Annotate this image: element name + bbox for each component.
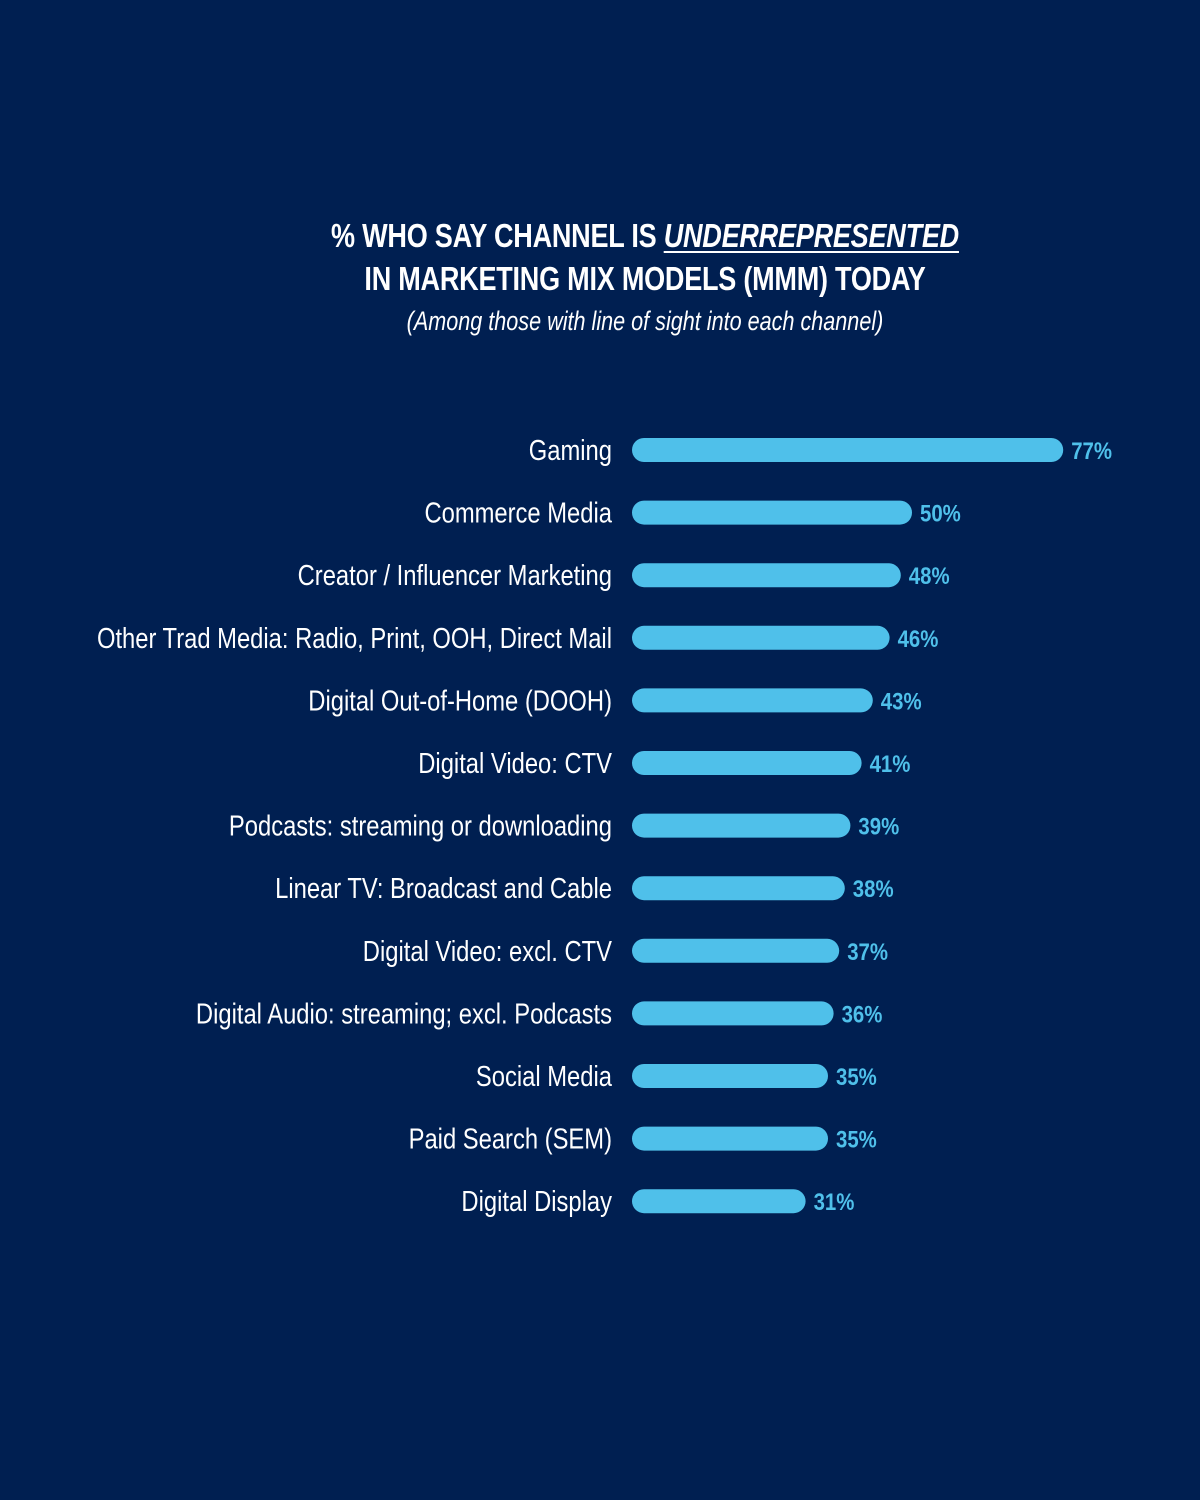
chart-title-line2: IN MARKETING MIX MODELS (MMM) TODAY — [364, 260, 926, 297]
value-label: 77% — [1071, 437, 1112, 464]
category-label: Social Media — [476, 1060, 612, 1093]
value-label: 46% — [898, 625, 939, 652]
value-label: 41% — [870, 750, 911, 777]
value-label: 50% — [920, 500, 961, 527]
bar — [632, 500, 912, 525]
category-label: Digital Out-of-Home (DOOH) — [308, 684, 612, 717]
bar-row: Digital Out-of-Home (DOOH) 43% — [308, 684, 921, 717]
value-label: 35% — [836, 1063, 877, 1090]
category-label: Commerce Media — [424, 496, 612, 529]
bar-row: Digital Audio: streaming; excl. Podcasts… — [196, 997, 883, 1030]
bar-row: Digital Video: CTV 41% — [418, 747, 910, 780]
value-label: 39% — [858, 813, 899, 840]
title-prefix: % WHO SAY CHANNEL IS — [331, 217, 657, 254]
bar-row: Creator / Influencer Marketing 48% — [298, 559, 950, 592]
bar-row: Linear TV: Broadcast and Cable 38% — [275, 872, 894, 905]
bar-row: Paid Search (SEM) 35% — [409, 1122, 877, 1155]
bar-row: Podcasts: streaming or downloading 39% — [229, 809, 899, 842]
bar — [632, 1064, 828, 1088]
bar — [632, 813, 851, 838]
value-label: 31% — [814, 1189, 855, 1216]
category-label: Creator / Influencer Marketing — [298, 559, 612, 592]
category-label: Digital Audio: streaming; excl. Podcasts — [196, 997, 612, 1030]
bar-row: Commerce Media 50% — [424, 496, 961, 529]
bar — [632, 876, 845, 901]
value-label: 48% — [909, 563, 950, 590]
value-label: 37% — [847, 938, 888, 965]
bar-row: Digital Display 31% — [461, 1185, 854, 1218]
chart-subtitle: (Among those with line of sight into eac… — [406, 306, 884, 336]
value-label: 43% — [881, 688, 922, 715]
bar — [632, 625, 890, 650]
bar-row: Digital Video: excl. CTV 37% — [363, 935, 888, 968]
bar — [632, 938, 840, 963]
bar — [632, 1126, 828, 1151]
value-label: 35% — [836, 1126, 877, 1153]
bar-row: Social Media 35% — [476, 1060, 877, 1093]
category-label: Digital Display — [461, 1185, 612, 1218]
value-label: 38% — [853, 876, 894, 903]
bar-row: Other Trad Media: Radio, Print, OOH, Dir… — [97, 622, 939, 655]
bar — [632, 1001, 834, 1026]
category-label: Linear TV: Broadcast and Cable — [275, 872, 612, 905]
value-label: 36% — [842, 1001, 883, 1028]
category-label: Podcasts: streaming or downloading — [229, 809, 612, 842]
chart-title-line1: % WHO SAY CHANNEL IS UNDERREPRESENTED — [116, 217, 1174, 255]
bar — [632, 563, 901, 588]
bar — [632, 1189, 806, 1214]
category-label: Gaming — [529, 434, 612, 467]
category-label: Paid Search (SEM) — [409, 1122, 612, 1155]
bar — [632, 751, 862, 775]
category-label: Digital Video: excl. CTV — [363, 935, 612, 968]
title-emphasis: UNDERREPRESENTED — [663, 217, 960, 254]
category-label: Other Trad Media: Radio, Print, OOH, Dir… — [97, 622, 612, 655]
bar — [632, 438, 1064, 462]
bar — [632, 688, 873, 713]
bar-row: Gaming 77% — [529, 434, 1112, 467]
category-label: Digital Video: CTV — [418, 747, 612, 780]
